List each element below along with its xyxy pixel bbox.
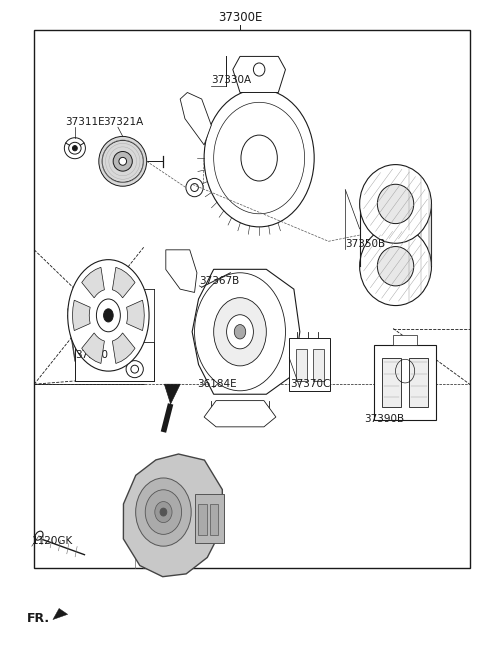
Polygon shape — [82, 267, 105, 298]
Bar — [313, 350, 324, 381]
Ellipse shape — [68, 260, 149, 371]
Text: 37367B: 37367B — [199, 276, 240, 286]
Polygon shape — [53, 608, 68, 620]
Ellipse shape — [377, 184, 414, 223]
Ellipse shape — [160, 508, 167, 516]
Ellipse shape — [113, 152, 132, 171]
Ellipse shape — [119, 158, 127, 166]
Text: 37350B: 37350B — [345, 238, 385, 248]
Ellipse shape — [35, 531, 43, 540]
Ellipse shape — [214, 102, 305, 214]
Ellipse shape — [102, 141, 144, 182]
Ellipse shape — [131, 365, 139, 373]
Ellipse shape — [224, 373, 229, 378]
Polygon shape — [127, 300, 144, 330]
Ellipse shape — [72, 146, 77, 151]
Ellipse shape — [136, 478, 191, 546]
Ellipse shape — [360, 227, 432, 306]
Polygon shape — [82, 333, 105, 363]
Bar — [409, 358, 428, 407]
Ellipse shape — [99, 137, 147, 186]
Ellipse shape — [214, 298, 266, 366]
Text: 37321A: 37321A — [104, 116, 144, 127]
Polygon shape — [166, 250, 197, 292]
Ellipse shape — [69, 143, 81, 154]
Ellipse shape — [191, 183, 198, 191]
Bar — [382, 358, 401, 407]
Ellipse shape — [234, 325, 246, 339]
Ellipse shape — [253, 63, 265, 76]
Text: 36184E: 36184E — [197, 379, 237, 389]
Ellipse shape — [360, 165, 432, 243]
Ellipse shape — [204, 89, 314, 227]
Polygon shape — [204, 401, 276, 427]
Ellipse shape — [145, 489, 181, 534]
Polygon shape — [123, 454, 222, 577]
Polygon shape — [112, 333, 135, 363]
Bar — [289, 338, 330, 391]
Polygon shape — [164, 384, 180, 404]
Text: FR.: FR. — [27, 612, 50, 625]
Ellipse shape — [227, 315, 253, 349]
Bar — [393, 335, 417, 345]
Bar — [374, 345, 436, 420]
Text: 37311E: 37311E — [65, 116, 105, 127]
Bar — [296, 350, 307, 381]
Polygon shape — [192, 269, 300, 394]
Ellipse shape — [126, 361, 144, 378]
Polygon shape — [112, 267, 135, 298]
Ellipse shape — [241, 135, 277, 181]
Text: 37390B: 37390B — [364, 413, 405, 424]
Bar — [210, 503, 218, 535]
Ellipse shape — [155, 501, 172, 522]
Ellipse shape — [377, 246, 414, 286]
Ellipse shape — [64, 138, 85, 159]
Ellipse shape — [194, 273, 286, 391]
Text: 37370C: 37370C — [290, 379, 331, 389]
Polygon shape — [72, 300, 90, 330]
Ellipse shape — [104, 309, 113, 322]
Text: 37300E: 37300E — [218, 11, 262, 24]
Bar — [194, 493, 224, 543]
Bar — [34, 30, 470, 568]
Text: 37340: 37340 — [75, 350, 108, 360]
Polygon shape — [180, 93, 211, 145]
Text: 1120GK: 1120GK — [32, 536, 73, 546]
Ellipse shape — [96, 299, 120, 332]
Ellipse shape — [186, 178, 203, 196]
Text: 37330A: 37330A — [211, 75, 252, 85]
Polygon shape — [233, 57, 286, 93]
Bar — [198, 503, 207, 535]
